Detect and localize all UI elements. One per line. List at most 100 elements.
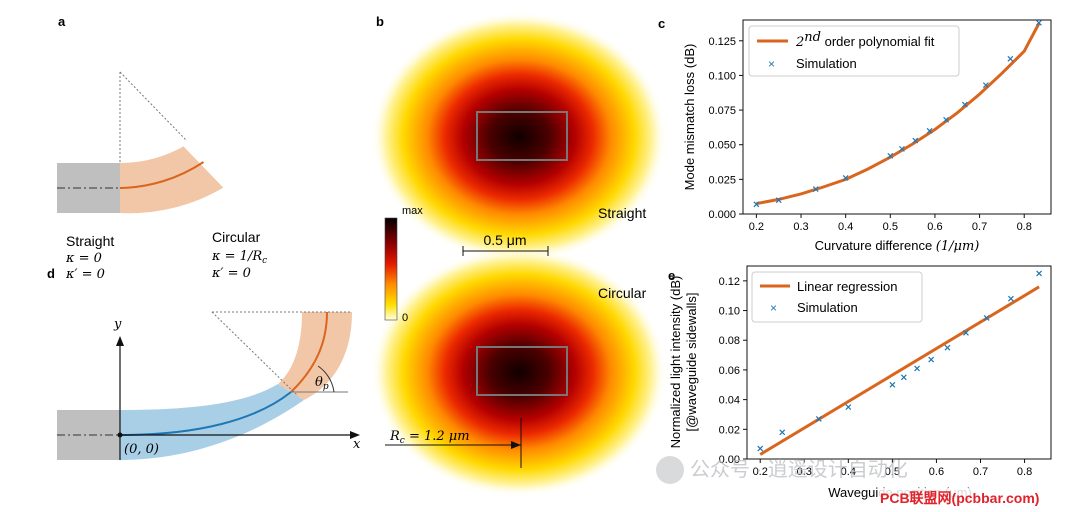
panel-e: e 0.2 0.3 0.4 0.5 0.6 0.7 0.8 0.00 0.02 0.04 0.06 0… xyxy=(668,265,1052,500)
straight-kappa-prime: κ′ = 0 xyxy=(65,267,105,282)
chart-c-sim-point xyxy=(842,175,849,181)
panel-b-label: b xyxy=(376,14,384,29)
chart-c-ytick-label: 0.050 xyxy=(708,140,736,152)
chart-e-legend-fit-label: Linear regression xyxy=(797,279,897,294)
panel-a: a Straight κ = 0 κ′ = 0 Circular κ = 1/R… xyxy=(57,14,267,282)
chart-e-ytick-label: 0.00 xyxy=(719,454,740,466)
chart-c-legend-sim-label: Simulation xyxy=(796,56,857,71)
chart-e-ytick-label: 0.10 xyxy=(719,306,740,318)
straight-label: Straight xyxy=(66,233,114,249)
chart-c-sim-point xyxy=(887,152,894,159)
radius-arrow-icon xyxy=(511,441,521,449)
circular-section-d xyxy=(278,312,352,400)
transition-centerline xyxy=(119,391,292,436)
chart-e-sim-point xyxy=(1036,270,1043,277)
chart-c-xlabel: Curvature difference (1/μm) xyxy=(815,238,980,254)
chart-e-ylabel: Normalized light intensity (dB) xyxy=(668,276,683,449)
site-watermark-bg xyxy=(878,488,1078,508)
chart-e-xtick-label: 0.5 xyxy=(885,466,900,478)
chart-c-ytick-label: 0.125 xyxy=(708,36,736,48)
chart-e-fit-line xyxy=(759,285,1040,456)
circular-bend-section xyxy=(120,146,224,214)
circular-mode-profile xyxy=(371,247,667,497)
chart-c-ytick-label: 0.100 xyxy=(708,70,736,82)
chart-e-legend-box xyxy=(751,271,923,323)
y-axis-arrow-icon xyxy=(116,336,124,346)
straight-waveguide-outline xyxy=(476,111,568,161)
colorbar-min-label: 0 xyxy=(402,312,408,324)
chart-c-ylabel: Mode mismatch loss (dB) xyxy=(682,44,697,191)
circular-mode-label: Circular xyxy=(598,285,647,301)
chart-c-ticks: 0.2 0.3 0.4 0.5 0.6 0.7 0.8 0.000 0.025 0.050 0.07… xyxy=(708,36,1031,233)
chart-c-frame xyxy=(742,19,1052,215)
origin-label: (0, 0) xyxy=(124,442,159,457)
panel-e-label: e xyxy=(668,268,675,283)
chart-c-sim-point xyxy=(1007,55,1014,62)
chart-c-xtick-label: 0.4 xyxy=(838,221,853,233)
scale-bar-label: 0.5 μm xyxy=(483,232,526,248)
chart-c-sim-point xyxy=(943,116,950,123)
chart-c-legend-box xyxy=(748,25,960,77)
radius-label: Rc = 1.2 μm xyxy=(389,429,470,446)
chart-e-sim-point xyxy=(1007,295,1014,302)
chart-e-sim-point xyxy=(757,445,764,452)
straight-kappa: κ = 0 xyxy=(65,251,102,266)
chart-c-sim-point xyxy=(753,201,760,208)
chart-c-marks xyxy=(753,19,1042,208)
chart-c-sim-point xyxy=(775,197,782,204)
chart-e-ylabel-2: [@waveguide sidewalls] xyxy=(684,293,699,432)
circular-waveguide-outline xyxy=(476,346,568,396)
chart-e-sim-point xyxy=(815,415,822,422)
chart-e-sim-point xyxy=(900,374,907,381)
chart-e-ytick-label: 0.04 xyxy=(719,395,740,407)
chart-e-ytick-label: 0.06 xyxy=(719,365,740,377)
chart-c-sim-point xyxy=(898,145,905,152)
panel-c: c 0.2 0.3 0.4 0.5 0.6 0.7 0.80.0000.0250.0500.… xyxy=(658,16,1052,254)
chart-e-ytick-label: 0.12 xyxy=(719,276,740,288)
chart-e-xtick-label: 0.6 xyxy=(929,466,944,478)
circular-label: Circular xyxy=(212,229,261,245)
chart-e-sim-point xyxy=(845,404,852,410)
chart-e-sim-point xyxy=(928,356,935,363)
chart-c-legend-fit-label: 2nd order polynomial fit xyxy=(795,30,935,50)
chart-e-xtick-label: 0.4 xyxy=(841,466,856,478)
theta-arc xyxy=(317,365,335,393)
chart-e-sim-point xyxy=(889,381,896,388)
chart-e-sim-point xyxy=(914,365,920,372)
chart-c-sim-point xyxy=(1036,19,1042,26)
straight-mode-profile xyxy=(371,12,667,262)
chart-e-legend-sim-label: Simulation xyxy=(797,300,858,315)
x-axis-label: x xyxy=(353,437,361,452)
origin-point xyxy=(117,432,123,438)
chart-c-xtick-label: 0.3 xyxy=(793,221,808,233)
bend-centerline xyxy=(119,161,205,189)
chart-c-sim-point xyxy=(912,137,919,144)
chart-e-legend: Linear regression × Simulation xyxy=(751,271,923,323)
chart-e-frame xyxy=(746,265,1052,460)
chart-e-marks xyxy=(757,270,1043,456)
site-watermark-text: PCB联盟网(pcbbar.com) xyxy=(880,490,1039,506)
chart-e-xtick-label: 0.3 xyxy=(797,466,812,478)
chart-c-xtick-label: 0.2 xyxy=(749,221,764,233)
x-axis-arrow-icon xyxy=(350,431,360,439)
chart-c-sim-point xyxy=(961,101,968,108)
wechat-logo-icon xyxy=(656,456,684,484)
chart-c-fit-line xyxy=(756,22,1041,206)
chart-e-xtick-label: 0.7 xyxy=(973,466,988,478)
panel-d-label: d xyxy=(47,266,55,281)
chart-e-xtick-label: 0.2 xyxy=(753,466,768,478)
chart-e-ytick-label: 0.02 xyxy=(719,424,740,436)
colorbar xyxy=(384,217,398,321)
chart-e-sim-point xyxy=(963,329,969,336)
circular-kappa: κ = 1/Rc xyxy=(211,249,267,266)
watermark-text: 公众号 · 逍遥设计自动化 xyxy=(690,458,908,481)
chart-e-xtick-label: 0.8 xyxy=(1017,466,1032,478)
chart-c-legend-sim-swatch: × xyxy=(768,57,775,71)
chart-c-ytick-label: 0.075 xyxy=(708,105,736,117)
radius-line-diagonal xyxy=(119,71,188,142)
radius-line-slant xyxy=(211,311,299,397)
clothoid-transition-section xyxy=(120,384,304,460)
y-axis-label: y xyxy=(113,317,122,332)
chart-c-xtick-label: 0.6 xyxy=(927,221,942,233)
